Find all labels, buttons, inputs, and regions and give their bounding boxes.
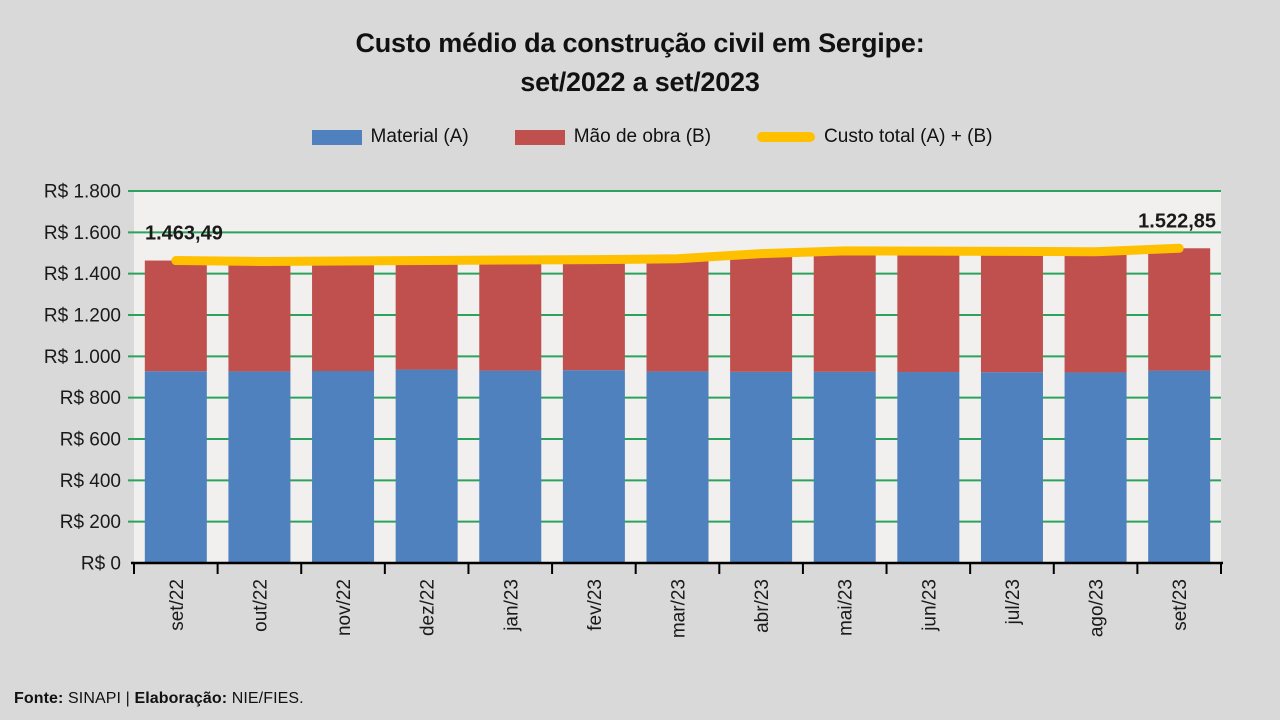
x-axis-tick-label: fev/23 [585, 579, 606, 631]
legend-label: Material (A) [370, 126, 469, 147]
plot-area: R$ 0 R$ 200 R$ 400 R$ 600 R$ 800 R$ 1.000 R$ 1… [44, 182, 1223, 638]
x-axis-tick-label: ago/23 [1087, 579, 1108, 637]
x-axis-tick-label: abr/23 [752, 579, 773, 633]
source-note: Fonte: SINAPI | Elaboração: NIE/FIES. [14, 690, 304, 708]
legend-label: Custo total (A) + (B) [824, 126, 993, 147]
bar-material [312, 371, 375, 563]
bar-labor [562, 259, 625, 371]
x-axis-tick-label: dez/22 [418, 579, 439, 636]
x-axis-tick-label: out/22 [250, 579, 271, 632]
x-axis-tick-label: set/22 [167, 579, 188, 631]
y-axis-tick-label: R$ 800 [60, 388, 121, 409]
bar-labor [1064, 251, 1127, 373]
legend-swatch-icon [311, 129, 362, 145]
legend-item-2: Custo total (A) + (B) [757, 126, 992, 148]
x-axis-tick-label: jan/23 [501, 579, 522, 632]
x-axis-tick-label: nov/22 [334, 579, 355, 636]
legend-item-1: Mão de obra (B) [514, 126, 712, 148]
bar-material [144, 371, 207, 563]
bar-labor [312, 261, 375, 372]
y-axis-tick-label: R$ 1.400 [44, 264, 121, 285]
data-label: 1.463,49 [145, 223, 223, 245]
bar-labor [813, 250, 876, 372]
legend-swatch-icon [514, 129, 565, 145]
bar-material [1148, 370, 1211, 563]
total-cost-line [171, 243, 1184, 266]
y-axis-tick-label: R$ 200 [60, 512, 121, 533]
bar-labor [1148, 248, 1211, 371]
x-axis-tick-label: jun/23 [919, 579, 940, 632]
bar-material [228, 371, 291, 563]
source-note-label: Elaboração: [134, 690, 232, 707]
bar-labor [646, 258, 709, 372]
x-axis-tick-label: set/23 [1170, 579, 1191, 631]
y-axis-tick-label: R$ 400 [60, 471, 121, 492]
chart-legend: Material (A) Mão de obra (B) Custo total (… [0, 126, 1280, 148]
bar-material [897, 372, 960, 563]
y-axis-tick-label: R$ 1.200 [44, 306, 121, 327]
bar-labor [144, 260, 207, 372]
legend-item-0: Material (A) [311, 126, 469, 148]
bar-labor [228, 261, 291, 372]
y-axis-tick-label: R$ 1.600 [44, 223, 121, 244]
y-axis-tick-label: R$ 1.800 [44, 182, 121, 203]
bar-material [980, 372, 1043, 563]
bar-labor [730, 253, 793, 372]
y-axis-tick-label: R$ 0 [81, 554, 121, 575]
bar-material [646, 371, 709, 563]
y-axis-tick-label: R$ 600 [60, 430, 121, 451]
chart-title-line2: set/2022 a set/2023 [520, 67, 760, 97]
bar-material [730, 371, 793, 563]
y-axis-tick-label: R$ 1.000 [44, 347, 121, 368]
source-note-value: NIE/FIES. [231, 690, 304, 707]
bar-material [813, 371, 876, 563]
bar-material [395, 369, 458, 563]
bar-labor [479, 260, 542, 371]
bar-material [479, 370, 542, 563]
bar-labor [395, 260, 458, 370]
bar-material [1064, 372, 1127, 563]
data-label: 1.522,85 [1138, 210, 1216, 232]
legend-swatch-icon [757, 132, 816, 142]
x-axis-tick-label: jul/23 [1003, 579, 1024, 625]
bar-labor [897, 251, 960, 373]
chart-title: Custo médio da construção civil em Sergi… [0, 24, 1280, 102]
legend-label: Mão de obra (B) [573, 126, 712, 147]
chart-title-line1: Custo médio da construção civil em Sergi… [355, 28, 925, 58]
x-axis-tick-label: mar/23 [669, 579, 690, 638]
source-note-value: SINAPI | [68, 690, 135, 707]
source-note-label: Fonte: [14, 690, 69, 707]
x-axis-tick-label: mai/23 [836, 579, 857, 636]
bar-material [562, 370, 625, 563]
bar-labor [980, 251, 1043, 373]
